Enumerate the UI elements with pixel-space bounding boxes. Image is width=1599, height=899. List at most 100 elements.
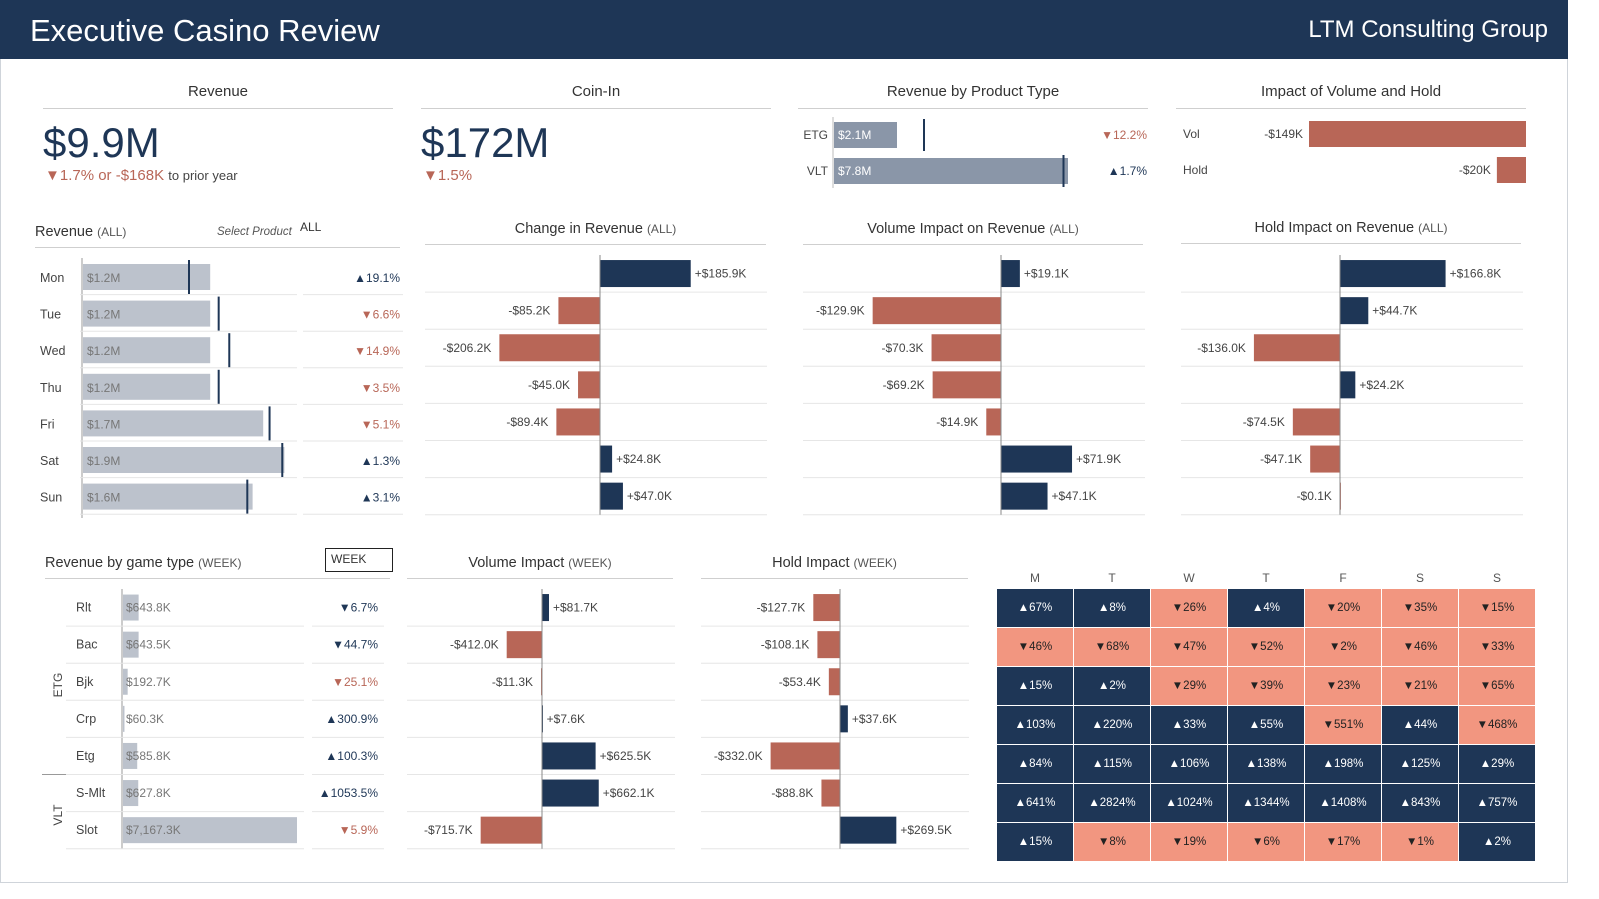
change-revenue-value: +$185.9K — [695, 267, 747, 281]
heatmap-cell: ▲15% — [996, 666, 1074, 706]
heatmap-cell: ▼17% — [1304, 822, 1382, 862]
game-change: ▲100.3% — [325, 749, 378, 763]
game-value: $7,167.3K — [126, 823, 181, 837]
volume-impact-week-value: -$412.0K — [450, 638, 499, 652]
volume-impact-all-chart: +$19.1K -$129.9K -$70.3K -$69.2K -$14.9K +$71… — [803, 255, 1145, 516]
product-bar-label: $2.1M — [838, 128, 871, 142]
heatmap-cell: ▲125% — [1381, 744, 1459, 784]
volume-impact-all-bar — [986, 408, 1001, 436]
revenue-day-bar — [83, 373, 211, 400]
heatmap-cell: ▼46% — [996, 627, 1074, 667]
volume-impact-week-value: -$11.3K — [492, 675, 533, 689]
game-change: ▼6.7% — [339, 601, 379, 615]
coin-in-change-pct: ▼1.5% — [423, 167, 473, 184]
game-bar — [123, 742, 138, 769]
heatmap-cell: ▼29% — [1150, 666, 1228, 706]
hold-impact-all-value: -$47.1K — [1260, 452, 1302, 466]
volume-impact-all-value: -$70.3K — [882, 341, 924, 355]
game-bar — [123, 631, 139, 658]
volume-impact-week-value: +$81.7K — [553, 601, 598, 615]
hold-impact-all-value: -$0.1K — [1297, 489, 1332, 503]
change-revenue-value: +$24.8K — [616, 452, 661, 466]
revenue-day-label: Tue — [40, 308, 61, 322]
game-value: $192.7K — [126, 675, 171, 689]
game-value: $643.8K — [126, 601, 171, 615]
heatmap-cell: ▲15% — [996, 822, 1074, 862]
revenue-day-change: ▼3.5% — [361, 381, 401, 395]
game-label: S-Mlt — [76, 786, 106, 800]
revenue-change-suffix: to prior year — [168, 168, 238, 183]
hold-impact-all-bar — [1340, 371, 1356, 399]
heatmap-cell: ▲103% — [996, 705, 1074, 745]
heatmap-cell: ▼39% — [1227, 666, 1305, 706]
volume-impact-week-bar — [480, 816, 542, 844]
volume-impact-all-bar — [931, 334, 1001, 362]
revenue-day-label: Sat — [40, 454, 59, 468]
revenue-day-label: Wed — [40, 344, 66, 358]
change-revenue-value: -$89.4K — [506, 415, 548, 429]
heatmap-row: ▲641% ▲2824% ▲1024% ▲1344% ▲1408% ▲843% ▲757% — [996, 783, 1536, 823]
heatmap-row: ▼46% ▼68% ▼47% ▼52% ▼2% ▼46% ▼33% — [996, 627, 1536, 667]
heatmap-cell: ▲8% — [1073, 588, 1151, 628]
hold-impact-all-value: +$166.8K — [1450, 267, 1502, 281]
volume-impact-all-value: +$19.1K — [1024, 267, 1069, 281]
heatmap-row: ▲84% ▲115% ▲106% ▲138% ▲198% ▲125% ▲29% — [996, 744, 1536, 784]
heatmap-cell: ▲220% — [1073, 705, 1151, 745]
hold-impact-all-bar — [1310, 445, 1340, 473]
heatmap-cell: ▼65% — [1458, 666, 1536, 706]
hold-impact-week-value: +$37.6K — [852, 712, 897, 726]
game-change: ▼44.7% — [332, 638, 378, 652]
change-revenue-value: -$206.2K — [443, 341, 492, 355]
heatmap-cell: ▲106% — [1150, 744, 1228, 784]
volume-impact-all-value: -$129.9K — [816, 304, 865, 318]
heatmap-column-header: W — [1183, 571, 1195, 585]
heatmap-column-header: S — [1492, 571, 1501, 585]
game-label: Etg — [76, 749, 95, 763]
dashboard-frame — [0, 59, 1568, 883]
change-revenue-value: -$85.2K — [508, 304, 550, 318]
volume-impact-all-value: +$71.9K — [1076, 452, 1121, 466]
revenue-kpi-title: Revenue — [43, 83, 393, 109]
heatmap-column-header: F — [1339, 571, 1347, 585]
select-product-dropdown[interactable]: ALL — [300, 220, 322, 234]
revenue-day-label: Thu — [40, 381, 62, 395]
hold-impact-all-value: -$74.5K — [1243, 415, 1285, 429]
hold-impact-week-value: -$108.1K — [761, 638, 810, 652]
heatmap-column-header: T — [1108, 571, 1116, 585]
heatmap-cell: ▼46% — [1381, 627, 1459, 667]
week-select[interactable]: WEEK — [325, 548, 393, 572]
hold-impact-week-bar — [770, 742, 840, 770]
game-label: Rlt — [76, 601, 92, 615]
revenue-day-label: Fri — [40, 417, 55, 431]
revenue-day-bar — [83, 337, 211, 364]
game-label: Slot — [76, 823, 98, 837]
coin-in-kpi-value: $172M — [421, 119, 550, 166]
hold-impact-all-bar — [1253, 334, 1340, 362]
game-value: $643.5K — [126, 638, 171, 652]
change-revenue-bar — [558, 297, 600, 325]
hold-impact-week-bar — [813, 594, 840, 622]
game-label: Crp — [76, 712, 96, 726]
heatmap-row: ▲15% ▲2% ▼29% ▼39% ▼23% ▼21% ▼65% — [996, 666, 1536, 706]
volume-impact-all-title: Volume Impact on Revenue (ALL) — [803, 221, 1143, 245]
game-change: ▲1053.5% — [319, 786, 379, 800]
hold-impact-all-bar — [1340, 260, 1446, 288]
revenue-day-bar — [83, 410, 264, 437]
hold-impact-all-value: -$136.0K — [1197, 341, 1246, 355]
revenue-day-bar — [83, 483, 253, 510]
volume-impact-week-value: +$625.5K — [600, 749, 652, 763]
revenue-daily-chart: Mon $1.2M ▲19.1% Tue $1.2M ▼6.6% Wed $1.2M ▼14.9… — [40, 258, 403, 518]
game-change: ▼5.9% — [339, 823, 379, 837]
revenue-day-value: $1.7M — [87, 417, 120, 431]
change-revenue-bar — [556, 408, 600, 436]
volume-impact-all-bar — [1001, 445, 1073, 473]
revenue-day-bar — [83, 447, 285, 473]
impact-vh-label: Hold — [1183, 163, 1208, 177]
revenue-day-value: $1.2M — [87, 344, 120, 358]
revenue-day-value: $1.2M — [87, 271, 120, 285]
heatmap-cell: ▼6% — [1227, 822, 1305, 862]
hold-impact-week-value: -$53.4K — [779, 675, 821, 689]
game-bar — [123, 668, 128, 695]
volume-impact-all-bar — [872, 297, 1001, 325]
